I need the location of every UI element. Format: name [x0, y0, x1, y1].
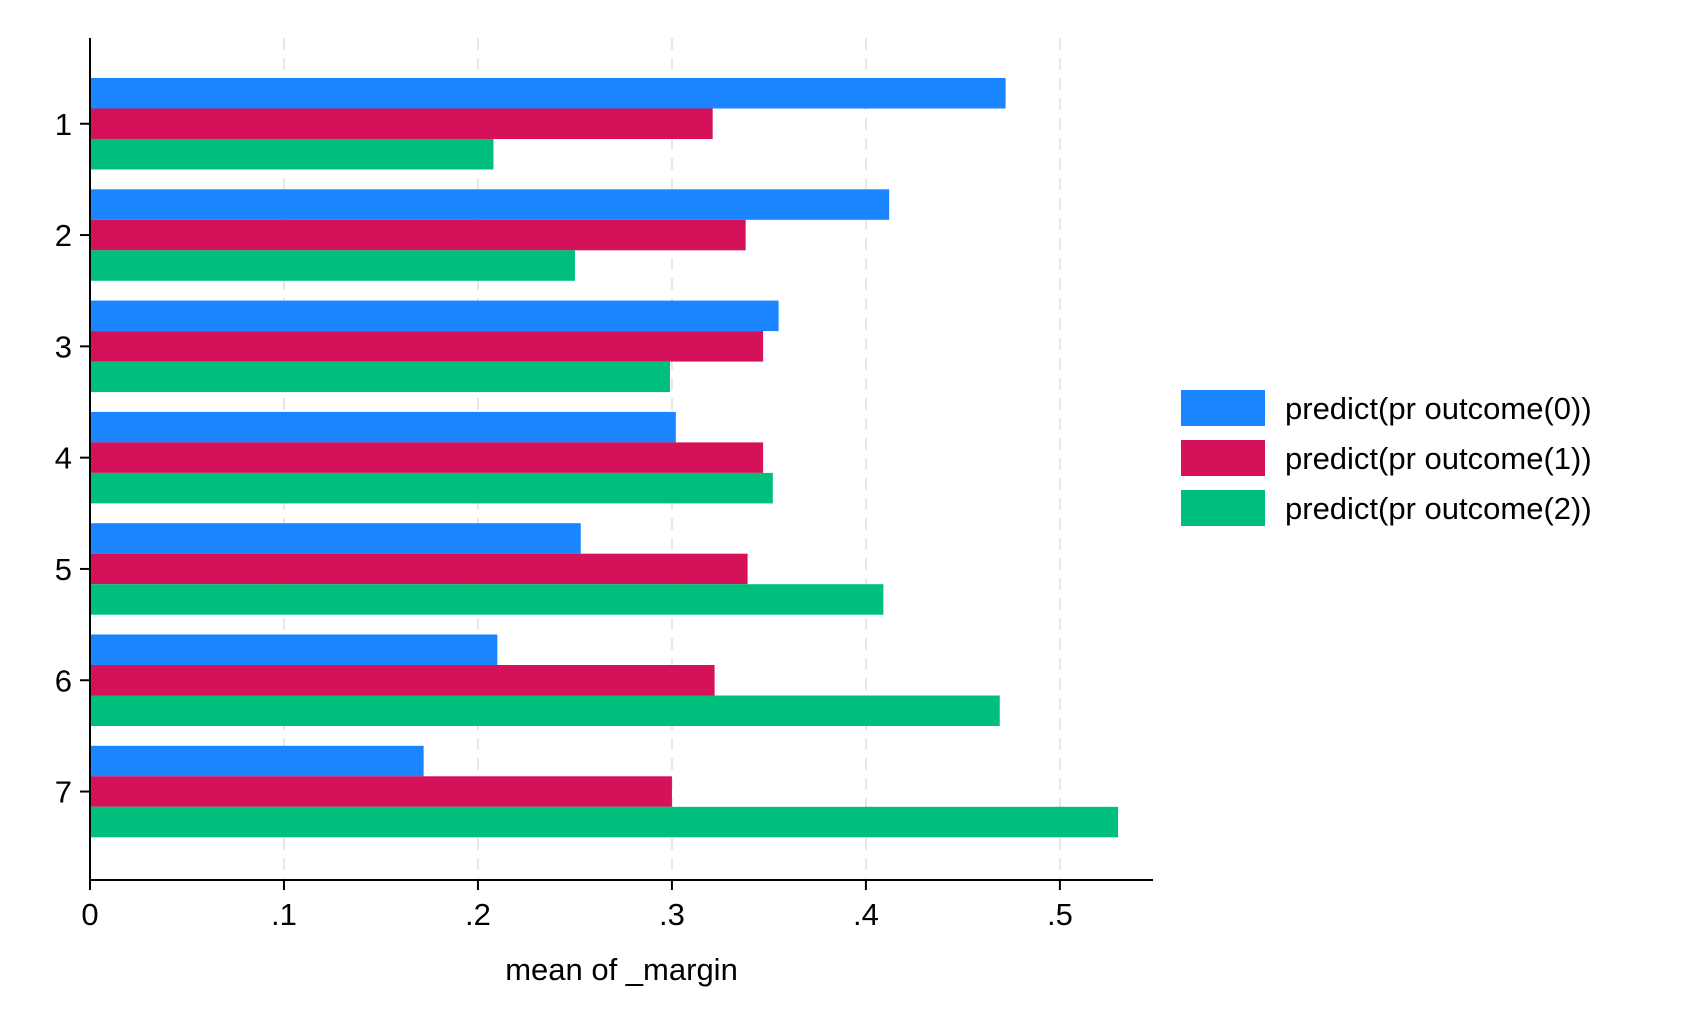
bar-cat3-series0	[90, 300, 779, 332]
bar-cat3-series2	[90, 361, 670, 393]
x-tick-label-1: .1	[271, 897, 297, 932]
bar-cat5-series1	[90, 553, 748, 585]
x-tick-label-2: .2	[465, 897, 491, 932]
bar-cat4-series1	[90, 442, 764, 473]
y-tick-label-1: 2	[55, 218, 72, 253]
axes: 0 .1 .2 .3 .4 .5 1 2 3 4 5 6 7	[55, 38, 1153, 932]
y-tick-label-5: 6	[55, 663, 72, 698]
legend-swatch-2	[1181, 490, 1265, 526]
y-tick-label-6: 7	[55, 775, 72, 810]
x-tick-label-5: .5	[1047, 897, 1073, 932]
y-tick-label-3: 4	[55, 441, 72, 476]
x-tick-label-0: 0	[81, 897, 98, 932]
bar-cat1-series0	[90, 78, 1006, 109]
bar-cat7-series1	[90, 776, 672, 807]
legend-swatch-0	[1181, 390, 1265, 426]
bars	[90, 78, 1119, 838]
bar-cat7-series2	[90, 806, 1119, 838]
bar-cat2-series2	[90, 250, 575, 281]
bar-cat3-series1	[90, 331, 764, 362]
bar-cat1-series2	[90, 139, 494, 170]
legend-label-0: predict(pr outcome(0))	[1285, 391, 1592, 426]
y-tick-label-0: 1	[55, 107, 72, 142]
bar-cat6-series2	[90, 695, 1000, 726]
bar-cat2-series0	[90, 189, 890, 220]
legend-label-2: predict(pr outcome(2))	[1285, 491, 1592, 526]
x-axis-title: mean of _margin	[505, 952, 738, 987]
x-tick-label-3: .3	[659, 897, 685, 932]
bar-cat5-series0	[90, 523, 581, 554]
y-tick-label-4: 5	[55, 552, 72, 587]
x-tick-label-4: .4	[853, 897, 879, 932]
bar-cat4-series2	[90, 472, 773, 504]
bar-cat1-series1	[90, 108, 713, 139]
bar-cat6-series0	[90, 634, 498, 665]
y-tick-label-2: 3	[55, 329, 72, 364]
bar-cat6-series1	[90, 665, 715, 696]
bar-cat2-series1	[90, 219, 746, 251]
legend-label-1: predict(pr outcome(1))	[1285, 441, 1592, 476]
bar-cat4-series0	[90, 411, 676, 443]
legend: predict(pr outcome(0)) predict(pr outcome…	[1181, 390, 1592, 526]
legend-swatch-1	[1181, 440, 1265, 476]
bar-cat5-series2	[90, 584, 884, 615]
bar-cat7-series0	[90, 745, 424, 777]
